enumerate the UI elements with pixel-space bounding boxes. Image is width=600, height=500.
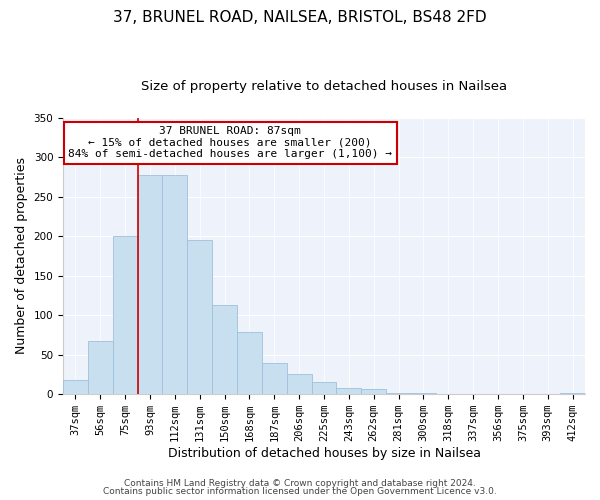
- Bar: [88, 340, 113, 394]
- Bar: [187, 240, 212, 394]
- Bar: [137, 174, 163, 394]
- Y-axis label: Number of detached properties: Number of detached properties: [15, 158, 28, 354]
- Bar: [311, 382, 337, 394]
- Text: 37, BRUNEL ROAD, NAILSEA, BRISTOL, BS48 2FD: 37, BRUNEL ROAD, NAILSEA, BRISTOL, BS48 …: [113, 10, 487, 25]
- Text: Contains HM Land Registry data © Crown copyright and database right 2024.: Contains HM Land Registry data © Crown c…: [124, 478, 476, 488]
- Bar: [63, 380, 88, 394]
- Title: Size of property relative to detached houses in Nailsea: Size of property relative to detached ho…: [141, 80, 507, 93]
- Bar: [361, 388, 386, 394]
- Bar: [237, 332, 262, 394]
- Bar: [212, 305, 237, 394]
- Text: Contains public sector information licensed under the Open Government Licence v3: Contains public sector information licen…: [103, 487, 497, 496]
- Bar: [163, 174, 187, 394]
- Bar: [337, 388, 361, 394]
- Bar: [560, 392, 585, 394]
- Text: 37 BRUNEL ROAD: 87sqm
← 15% of detached houses are smaller (200)
84% of semi-det: 37 BRUNEL ROAD: 87sqm ← 15% of detached …: [68, 126, 392, 160]
- Bar: [262, 362, 287, 394]
- Bar: [113, 236, 137, 394]
- X-axis label: Distribution of detached houses by size in Nailsea: Distribution of detached houses by size …: [167, 447, 481, 460]
- Bar: [287, 374, 311, 394]
